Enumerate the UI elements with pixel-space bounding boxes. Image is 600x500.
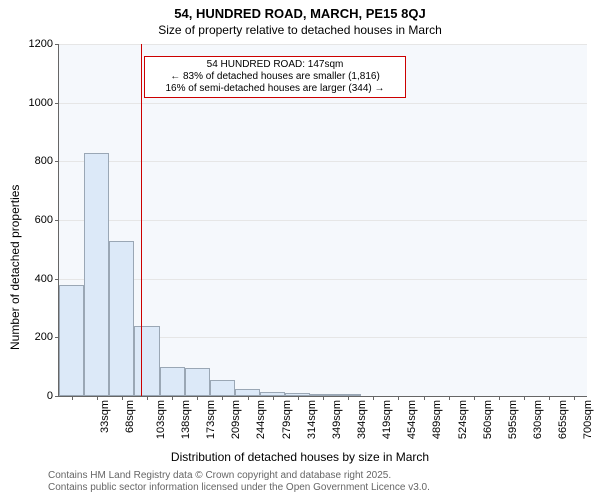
y-tick-label: 0 <box>47 390 59 402</box>
histogram-bar <box>84 153 109 396</box>
x-tick-label: 244sqm <box>256 400 268 439</box>
x-tick-mark <box>499 396 500 400</box>
x-tick-mark <box>574 396 575 400</box>
grid-line <box>59 103 587 104</box>
annotation-line: 54 HUNDRED ROAD: 147sqm <box>149 59 401 71</box>
x-tick-mark <box>398 396 399 400</box>
x-tick-mark <box>147 396 148 400</box>
grid-line <box>59 161 587 162</box>
x-tick-label: 454sqm <box>406 400 418 439</box>
x-tick-label: 279sqm <box>281 400 293 439</box>
annotation-line: 16% of semi-detached houses are larger (… <box>149 83 401 95</box>
chart-container: 54, HUNDRED ROAD, MARCH, PE15 8QJ Size o… <box>0 0 600 500</box>
x-tick-mark <box>122 396 123 400</box>
histogram-bar <box>109 241 134 396</box>
x-tick-label: 595sqm <box>507 400 519 439</box>
x-tick-label: 524sqm <box>457 400 469 439</box>
x-tick-mark <box>273 396 274 400</box>
x-tick-label: 138sqm <box>180 400 192 439</box>
y-tick-label: 1200 <box>29 38 59 50</box>
x-tick-label: 665sqm <box>557 400 569 439</box>
x-tick-mark <box>323 396 324 400</box>
x-tick-mark <box>298 396 299 400</box>
x-tick-label: 560sqm <box>482 400 494 439</box>
x-tick-mark <box>222 396 223 400</box>
x-tick-mark <box>197 396 198 400</box>
x-tick-mark <box>172 396 173 400</box>
x-tick-label: 489sqm <box>432 400 444 439</box>
x-axis-label: Distribution of detached houses by size … <box>0 450 600 464</box>
x-tick-label: 68sqm <box>124 400 136 433</box>
x-tick-mark <box>97 396 98 400</box>
histogram-bar <box>134 326 159 396</box>
annotation-line: ← 83% of detached houses are smaller (1,… <box>149 71 401 83</box>
histogram-bar <box>210 380 235 396</box>
x-tick-label: 419sqm <box>381 400 393 439</box>
x-tick-label: 700sqm <box>582 400 594 439</box>
x-tick-mark <box>424 396 425 400</box>
y-tick-label: 600 <box>35 214 59 226</box>
annotation-box: 54 HUNDRED ROAD: 147sqm← 83% of detached… <box>144 56 406 98</box>
x-tick-label: 33sqm <box>99 400 111 433</box>
histogram-bar <box>59 285 84 396</box>
grid-line <box>59 279 587 280</box>
x-tick-label: 630sqm <box>532 400 544 439</box>
plot-area: 02004006008001000120033sqm68sqm103sqm138… <box>58 44 587 397</box>
x-tick-mark <box>474 396 475 400</box>
histogram-bar <box>235 389 260 396</box>
x-tick-label: 173sqm <box>205 400 217 439</box>
x-tick-mark <box>248 396 249 400</box>
x-tick-label: 103sqm <box>155 400 167 439</box>
x-tick-mark <box>72 396 73 400</box>
y-tick-label: 200 <box>35 331 59 343</box>
marker-line <box>141 44 142 396</box>
x-tick-label: 349sqm <box>331 400 343 439</box>
histogram-bar <box>160 367 185 396</box>
grid-line <box>59 220 587 221</box>
chart-subtitle: Size of property relative to detached ho… <box>0 23 600 37</box>
x-tick-mark <box>549 396 550 400</box>
x-tick-label: 384sqm <box>356 400 368 439</box>
x-tick-mark <box>524 396 525 400</box>
x-tick-mark <box>373 396 374 400</box>
x-tick-label: 314sqm <box>306 400 318 439</box>
x-tick-mark <box>449 396 450 400</box>
y-axis-label: Number of detached properties <box>8 185 22 350</box>
x-tick-label: 209sqm <box>230 400 242 439</box>
grid-line <box>59 44 587 45</box>
chart-title: 54, HUNDRED ROAD, MARCH, PE15 8QJ <box>0 6 600 21</box>
y-tick-label: 400 <box>35 273 59 285</box>
y-tick-label: 1000 <box>29 97 59 109</box>
histogram-bar <box>185 368 210 396</box>
y-tick-label: 800 <box>35 155 59 167</box>
footnote: Contains HM Land Registry data © Crown c… <box>48 470 430 494</box>
x-tick-mark <box>348 396 349 400</box>
